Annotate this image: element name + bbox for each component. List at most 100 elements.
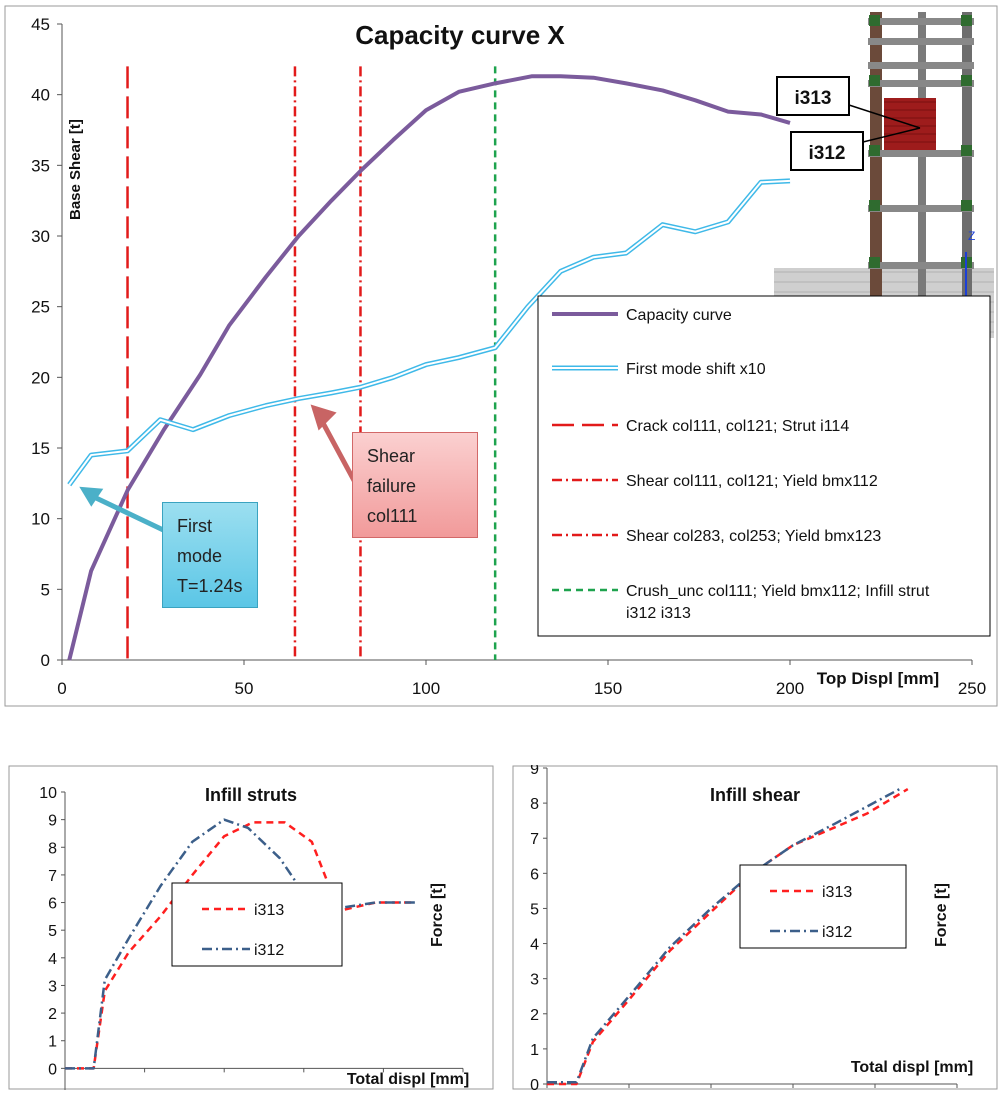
series-line-i313 — [547, 787, 909, 1086]
y-tick-label: 1 — [48, 1034, 57, 1051]
x-tick-label: 200 — [776, 679, 804, 698]
y-tick-label: 3 — [530, 972, 539, 989]
y-tick-label: 25 — [31, 298, 50, 317]
legend-box — [739, 864, 907, 949]
frame-beam — [868, 38, 974, 45]
first-mode-callout-line: mode — [177, 546, 223, 566]
shear-failure-callout-line: Shear — [367, 446, 416, 466]
infill-shear-chart: 0123456789050100150200250Infill shearTot… — [512, 765, 998, 1090]
y-tick-label: 3 — [48, 978, 57, 995]
inset-label-box-i312 — [790, 131, 864, 171]
y-tick-label: -1 — [43, 1089, 57, 1090]
y-tick-label: 7 — [530, 831, 539, 848]
chart-title: Capacity curve X — [355, 20, 565, 50]
x-tick-label: 100 — [412, 679, 440, 698]
legend-label: i312 — [254, 942, 284, 959]
y-tick-label: 2 — [48, 1006, 57, 1023]
y-tick-label: 7 — [48, 868, 57, 885]
frame-beam — [868, 205, 974, 212]
frame-node — [869, 200, 880, 211]
inset-leader-i313 — [848, 104, 921, 129]
frame-beam — [868, 62, 974, 69]
y-tick-label: 30 — [31, 227, 50, 246]
y-tick-label: 10 — [31, 510, 50, 529]
legend-label: Capacity curve — [626, 307, 732, 324]
legend-label: Shear col111, col121; Yield bmx112 — [626, 473, 878, 490]
legend: i313 i312 — [739, 864, 907, 949]
frame-node — [961, 15, 972, 26]
x-axis-label: Total displ [mm] — [347, 1071, 469, 1088]
x-axis-label: Top Displ [mm] — [817, 669, 939, 688]
y-tick-label: 6 — [48, 896, 57, 913]
legend: i313 i312 — [171, 882, 343, 967]
frame-node — [869, 257, 880, 268]
y-tick-label: 9 — [530, 765, 539, 778]
y-tick-label: 35 — [31, 156, 50, 175]
infill-struts-chart: -1012345678910050100150200250Infill stru… — [8, 765, 494, 1090]
y-tick-label: 20 — [31, 368, 50, 387]
y-tick-label: 0 — [48, 1061, 57, 1078]
y-tick-label: 1 — [530, 1042, 539, 1059]
y-tick-label: 15 — [31, 439, 50, 458]
frame-node — [869, 145, 880, 156]
frame-column-left — [870, 12, 882, 322]
first-mode-callout-line: First — [177, 516, 212, 536]
y-tick-label: 5 — [41, 580, 50, 599]
legend-box — [537, 295, 991, 637]
y-tick-label: 5 — [48, 923, 57, 940]
inset-label-box-i313 — [776, 76, 850, 116]
legend-box — [171, 882, 343, 967]
legend-label: Crush_unc col111; Yield bmx112; Infill s… — [626, 583, 930, 600]
x-tick-label: 0 — [57, 679, 66, 698]
frame-column-middle — [918, 12, 926, 322]
legend-label: First mode shift x10 — [626, 361, 766, 378]
series-line-capacity-curve — [67, 74, 791, 661]
frame-node — [869, 15, 880, 26]
annotation-arrowhead-first-mode — [79, 486, 104, 507]
y-tick-label: 10 — [39, 785, 57, 802]
x-axis-label: Total displ [mm] — [851, 1059, 973, 1076]
series-line-i312 — [547, 787, 901, 1084]
legend-label: i312 i313 — [626, 605, 691, 622]
legend-label: Crack col111, col121; Strut i114 — [626, 418, 849, 435]
first-mode-callout: First mode T=1.24s — [162, 502, 258, 608]
inset-label-i313: i313 — [795, 88, 832, 109]
inset-leader-i312 — [862, 127, 921, 143]
y-tick-label: 8 — [530, 796, 539, 813]
annotation-arrowhead-shear-failure — [310, 404, 337, 431]
y-axis-label: Force [t] — [933, 883, 950, 947]
y-tick-label: 0 — [530, 1077, 539, 1090]
legend-label: i313 — [822, 884, 852, 901]
frame-node — [869, 75, 880, 86]
frame-column-right — [962, 12, 972, 322]
frame-node — [961, 145, 972, 156]
legend-label: Shear col283, col253; Yield bmx123 — [626, 528, 881, 545]
y-tick-label: 9 — [48, 813, 57, 830]
chart-title: Infill struts — [205, 785, 297, 805]
y-tick-label: 0 — [41, 651, 50, 670]
y-tick-label: 4 — [48, 951, 57, 968]
frame-node — [961, 200, 972, 211]
legend: Capacity curve First mode shift x10 Crack … — [537, 295, 991, 637]
y-tick-label: 45 — [31, 15, 50, 34]
series-line-first-mode-shift-inner — [68, 179, 791, 486]
y-tick-label: 8 — [48, 840, 57, 857]
capacity-curve-chart: 0 5 10 15 20 25 30 35 40 45 0 50 100 150 200 250 Capacit… — [4, 5, 998, 707]
frame-beam — [868, 150, 974, 157]
legend-label: i312 — [822, 924, 852, 941]
frame-beam — [868, 80, 974, 87]
y-tick-label: 4 — [530, 937, 539, 954]
shear-failure-callout-line: col111 — [367, 506, 418, 526]
x-tick-label: 150 — [594, 679, 622, 698]
x-tick-label: 50 — [235, 679, 254, 698]
annotation-arrow-shear-failure — [318, 417, 360, 488]
frame-beam — [868, 262, 974, 269]
y-tick-label: 6 — [530, 866, 539, 883]
y-tick-label: 5 — [530, 901, 539, 918]
y-tick-label: 2 — [530, 1007, 539, 1024]
y-tick-label: 40 — [31, 86, 50, 105]
shear-failure-callout: Shear failure col111 — [352, 432, 478, 538]
axis-glyph-z: Z — [968, 229, 975, 243]
y-axis-label: Force [t] — [429, 883, 446, 947]
series-line-i312 — [65, 818, 416, 1070]
